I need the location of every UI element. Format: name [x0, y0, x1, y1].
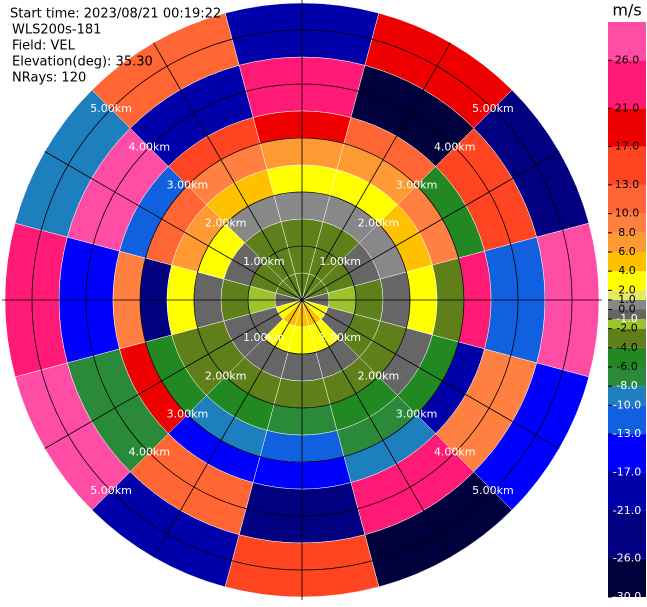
- colorbar-segment: [608, 434, 646, 473]
- colorbar-segment: [608, 290, 646, 300]
- colorbar-segment: [608, 558, 646, 597]
- title-block: Start time: 2023/08/21 00:19:22 WLS200s-…: [10, 7, 221, 86]
- colorbar-segment: [608, 472, 646, 511]
- colorbar-segment: [608, 347, 646, 367]
- colorbar-segment: [608, 309, 646, 320]
- range-ring-label: 1.00km: [319, 331, 361, 344]
- range-ring-label: 1.00km: [243, 255, 285, 268]
- colorbar-label: -30.0: [613, 590, 641, 603]
- colorbar-label: 0.0: [618, 303, 636, 316]
- colorbar-label: -10.0: [613, 398, 641, 411]
- colorbar-segment: [608, 271, 646, 291]
- colorbar-label: 4.0: [618, 264, 636, 277]
- colorbar-label: -17.0: [613, 465, 641, 478]
- title-line: Elevation(deg): 35.30: [12, 55, 153, 70]
- colorbar-label: 8.0: [618, 226, 636, 239]
- colorbar-label: 26.0: [615, 53, 640, 66]
- colorbar-label: 6.0: [618, 245, 636, 258]
- colorbar-segment: [608, 22, 646, 61]
- title-line: Field: VEL: [12, 39, 76, 54]
- range-ring-label: 1.00km: [319, 255, 361, 268]
- range-ring: [139, 137, 465, 463]
- colorbar-label: 1.0: [618, 293, 636, 306]
- range-ring: [85, 83, 519, 517]
- colorbar-label: 17.0: [615, 140, 640, 153]
- colorbar-segment: [608, 60, 646, 109]
- range-ring: [193, 191, 411, 409]
- range-ring-label: 2.00km: [205, 217, 247, 230]
- colorbar-segment: [608, 386, 646, 406]
- range-ring-label: 3.00km: [396, 178, 438, 191]
- colorbar-segment: [608, 213, 646, 233]
- colorbar-segment: [608, 232, 646, 252]
- colorbar-label: -21.0: [613, 504, 641, 517]
- colorbar-label: 10.0: [615, 207, 640, 220]
- colorbar-segment: [608, 405, 646, 435]
- range-ring-label: 5.00km: [90, 484, 132, 497]
- colorbar-label: -1.0: [616, 312, 637, 325]
- colorbar-segment: [608, 367, 646, 387]
- title-line: Start time: 2023/08/21 00:19:22: [10, 7, 221, 22]
- colorbar-segment: [608, 510, 646, 559]
- range-ring-label: 5.00km: [472, 484, 514, 497]
- range-ring-label: 3.00km: [396, 408, 438, 421]
- range-ring: [247, 245, 357, 355]
- colorbar-segment: [608, 299, 646, 310]
- colorbar-label: -13.0: [613, 427, 641, 440]
- title-line: WLS200s-181: [12, 23, 101, 38]
- range-ring-label: 2.00km: [358, 217, 400, 230]
- range-ring-label: 4.00km: [128, 140, 170, 153]
- colorbar-label: -2.0: [616, 322, 637, 335]
- range-ring-label: 5.00km: [90, 102, 132, 115]
- range-ring: [31, 29, 573, 571]
- colorbar-segment: [608, 252, 646, 272]
- colorbar: -30.0 -26.0 -21.0 -17.0 -13.0 -10.0 -8.0 -6.0 -4…: [608, 22, 646, 603]
- range-ring-label: 5.00km: [472, 102, 514, 115]
- title-line: NRays: 120: [12, 71, 86, 86]
- range-ring-label: 4.00km: [434, 140, 476, 153]
- colorbar-segment: [608, 319, 646, 329]
- colorbar-label: -4.0: [616, 341, 637, 354]
- colorbar-segment: [608, 108, 646, 147]
- range-ring-label: 3.00km: [167, 408, 209, 421]
- range-ring-label: 4.00km: [128, 446, 170, 459]
- ppi-overlay: [2, 0, 602, 600]
- colorbar-label: -6.0: [616, 360, 637, 373]
- colorbar-label: -8.0: [616, 379, 637, 392]
- range-ring-label: 2.00km: [358, 369, 400, 382]
- colorbar-segment: [608, 146, 646, 185]
- range-ring-label: 2.00km: [205, 369, 247, 382]
- colorbar-unit: m/s: [612, 1, 641, 20]
- range-ring-label: 4.00km: [434, 446, 476, 459]
- colorbar-label: 21.0: [615, 101, 640, 114]
- range-ring-label: 3.00km: [167, 178, 209, 191]
- colorbar-label: -26.0: [613, 552, 641, 565]
- colorbar-label: 2.0: [618, 283, 636, 296]
- colorbar-segment: [608, 184, 646, 214]
- colorbar-label: 13.0: [615, 178, 640, 191]
- colorbar-segment: [608, 328, 646, 348]
- range-ring-label: 1.00km: [243, 331, 285, 344]
- spoke-line: [153, 42, 451, 558]
